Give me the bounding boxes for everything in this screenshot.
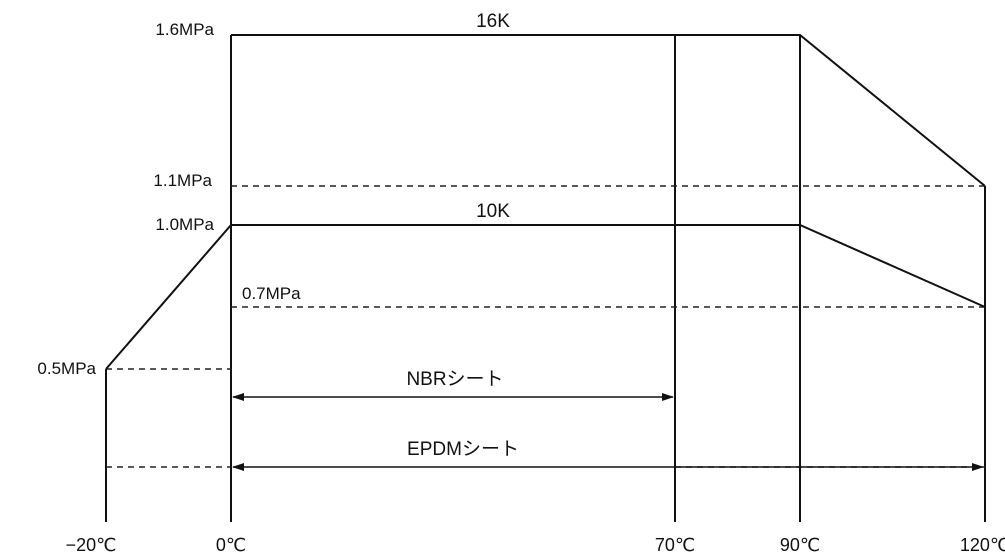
series-line-16K	[231, 34, 986, 187]
series-label-10K: 10K	[476, 201, 510, 222]
range-label-1: EPDMシート	[407, 439, 519, 460]
y-tick-label: 0.5MPa	[37, 359, 96, 378]
series-line-10K	[105, 224, 986, 370]
series-lines	[105, 34, 986, 370]
range-arrows	[232, 393, 984, 471]
y-tick-label: 1.1MPa	[153, 171, 212, 190]
x-tick-label: 0℃	[216, 535, 246, 555]
x-tick-label: −20℃	[66, 535, 117, 555]
vertical-guides	[105, 35, 986, 522]
y-tick-label: 1.6MPa	[155, 20, 214, 39]
horizontal-dashed-guides	[106, 185, 985, 468]
y-tick-label: 0.7MPa	[242, 284, 301, 303]
y-tick-label: 1.0MPa	[155, 215, 214, 234]
x-tick-label: 120℃	[960, 535, 1005, 555]
x-tick-label: 90℃	[780, 535, 820, 555]
x-tick-label: 70℃	[655, 535, 695, 555]
series-label-16K: 16K	[476, 11, 510, 32]
labels: 16K 10K NBRシート EPDMシート 0.5MPa 0.7MPa 1.0MPa 1.1…	[37, 11, 1005, 555]
range-label-0: NBRシート	[406, 369, 503, 390]
